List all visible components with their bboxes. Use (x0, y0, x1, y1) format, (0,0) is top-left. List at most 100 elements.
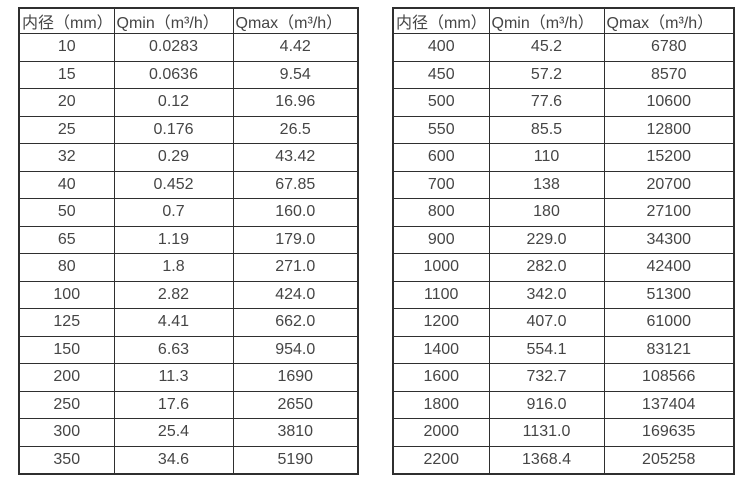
diameter-cell: 65 (18, 225, 115, 254)
diameter-cell: 600 (392, 143, 490, 172)
qmax-cell: 137404 (603, 390, 735, 419)
diameter-cell: 40 (18, 170, 115, 199)
qmax-cell: 108566 (603, 363, 735, 392)
qmin-cell: 229.0 (488, 225, 605, 254)
diameter-cell: 1400 (392, 335, 490, 364)
qmax-cell: 67.85 (232, 170, 359, 199)
table-row: 80 1.8 271.0 (18, 253, 359, 282)
qmin-cell: 6.63 (113, 335, 234, 364)
table-row: 550 85.5 12800 (392, 115, 735, 144)
diameter-cell: 50 (18, 198, 115, 227)
qmin-cell: 180 (488, 198, 605, 227)
header-cell-qmin: Qmin（m³/h） (488, 7, 605, 34)
diameter-cell: 10 (18, 33, 115, 62)
table-row: 2200 1368.4 205258 (392, 445, 735, 474)
qmax-cell: 2650 (232, 390, 359, 419)
qmax-cell: 179.0 (232, 225, 359, 254)
table-row: 50 0.7 160.0 (18, 198, 359, 227)
diameter-cell: 700 (392, 170, 490, 199)
table-row: 32 0.29 43.42 (18, 143, 359, 172)
qmax-cell: 10600 (603, 88, 735, 117)
qmin-cell: 34.6 (113, 445, 234, 474)
flow-spec-table-large-diameters: 内径（mm） Qmin（m³/h） Qmax（m³/h） 400 45.2 6780 450… (392, 7, 735, 475)
qmin-cell: 0.7 (113, 198, 234, 227)
qmin-cell: 57.2 (488, 60, 605, 89)
diameter-cell: 1100 (392, 280, 490, 309)
table-row: 1400 554.1 83121 (392, 335, 735, 364)
header-cell-diameter: 内径（mm） (392, 7, 490, 34)
header-row: 内径（mm） Qmin（m³/h） Qmax（m³/h） (18, 7, 359, 34)
qmin-cell: 1.8 (113, 253, 234, 282)
qmin-cell: 732.7 (488, 363, 605, 392)
qmin-cell: 110 (488, 143, 605, 172)
table-row: 25 0.176 26.5 (18, 115, 359, 144)
qmax-cell: 27100 (603, 198, 735, 227)
qmin-cell: 77.6 (488, 88, 605, 117)
qmin-cell: 342.0 (488, 280, 605, 309)
table-row: 10 0.0283 4.42 (18, 33, 359, 62)
qmin-cell: 11.3 (113, 363, 234, 392)
diameter-cell: 15 (18, 60, 115, 89)
qmin-cell: 0.12 (113, 88, 234, 117)
diameter-cell: 550 (392, 115, 490, 144)
qmin-cell: 0.452 (113, 170, 234, 199)
qmin-cell: 85.5 (488, 115, 605, 144)
diameter-cell: 1800 (392, 390, 490, 419)
qmax-cell: 16.96 (232, 88, 359, 117)
diameter-cell: 2000 (392, 418, 490, 447)
diameter-cell: 450 (392, 60, 490, 89)
diameter-cell: 2200 (392, 445, 490, 474)
table-row: 700 138 20700 (392, 170, 735, 199)
qmin-cell: 0.0283 (113, 33, 234, 62)
qmax-cell: 205258 (603, 445, 735, 474)
qmin-cell: 1131.0 (488, 418, 605, 447)
qmin-cell: 4.41 (113, 308, 234, 337)
table-row: 15 0.0636 9.54 (18, 60, 359, 89)
table-row: 200 11.3 1690 (18, 363, 359, 392)
qmin-cell: 0.29 (113, 143, 234, 172)
table-row: 1000 282.0 42400 (392, 253, 735, 282)
diameter-cell: 400 (392, 33, 490, 62)
qmax-cell: 20700 (603, 170, 735, 199)
qmax-cell: 34300 (603, 225, 735, 254)
table-row: 1100 342.0 51300 (392, 280, 735, 309)
table-row: 800 180 27100 (392, 198, 735, 227)
qmax-cell: 12800 (603, 115, 735, 144)
table-row: 1600 732.7 108566 (392, 363, 735, 392)
qmax-cell: 8570 (603, 60, 735, 89)
qmax-cell: 954.0 (232, 335, 359, 364)
table-row: 125 4.41 662.0 (18, 308, 359, 337)
qmax-cell: 6780 (603, 33, 735, 62)
diameter-cell: 200 (18, 363, 115, 392)
qmin-cell: 45.2 (488, 33, 605, 62)
diameter-cell: 80 (18, 253, 115, 282)
qmax-cell: 42400 (603, 253, 735, 282)
qmin-cell: 138 (488, 170, 605, 199)
diameter-cell: 350 (18, 445, 115, 474)
table-row: 350 34.6 5190 (18, 445, 359, 474)
table-row: 20 0.12 16.96 (18, 88, 359, 117)
table-row: 400 45.2 6780 (392, 33, 735, 62)
qmin-cell: 0.0636 (113, 60, 234, 89)
qmax-cell: 4.42 (232, 33, 359, 62)
diameter-cell: 1200 (392, 308, 490, 337)
diameter-cell: 1000 (392, 253, 490, 282)
table-row: 600 110 15200 (392, 143, 735, 172)
qmin-cell: 554.1 (488, 335, 605, 364)
qmax-cell: 169635 (603, 418, 735, 447)
qmax-cell: 424.0 (232, 280, 359, 309)
table-row: 250 17.6 2650 (18, 390, 359, 419)
table-row: 65 1.19 179.0 (18, 225, 359, 254)
diameter-cell: 100 (18, 280, 115, 309)
qmin-cell: 1368.4 (488, 445, 605, 474)
qmin-cell: 1.19 (113, 225, 234, 254)
qmin-cell: 407.0 (488, 308, 605, 337)
diameter-cell: 800 (392, 198, 490, 227)
table-row: 900 229.0 34300 (392, 225, 735, 254)
qmax-cell: 26.5 (232, 115, 359, 144)
diameter-cell: 1600 (392, 363, 490, 392)
diameter-cell: 20 (18, 88, 115, 117)
table-row: 1800 916.0 137404 (392, 390, 735, 419)
qmax-cell: 61000 (603, 308, 735, 337)
